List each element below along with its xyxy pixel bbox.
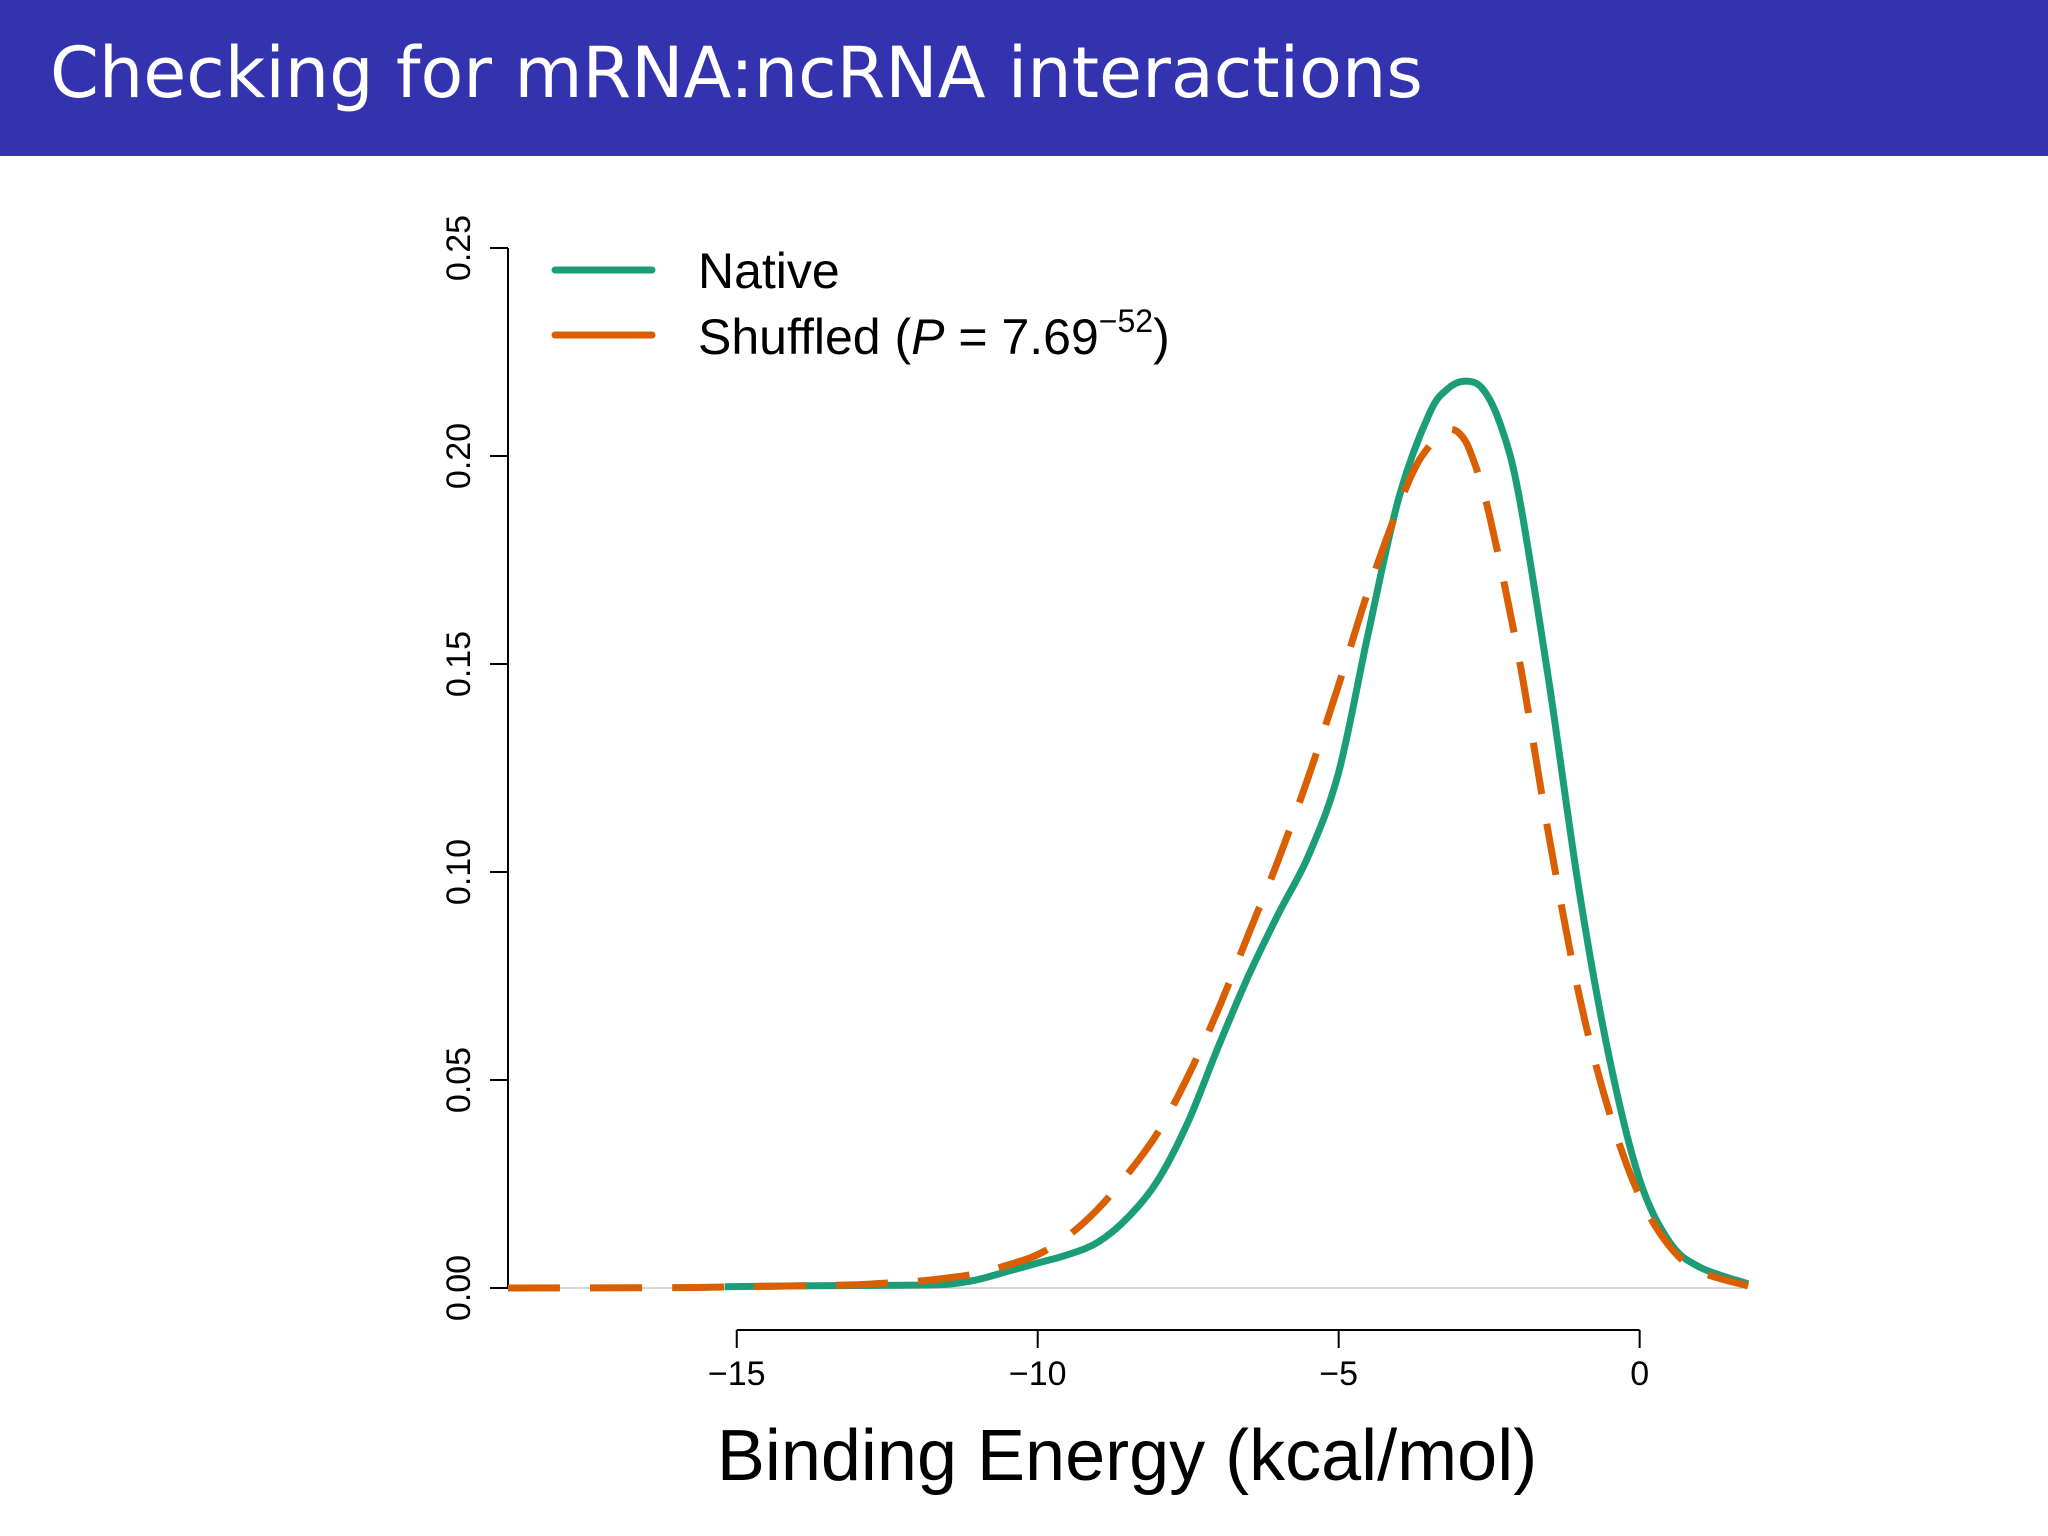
legend-shuffled-eq: = 7.69 <box>944 309 1098 365</box>
slide-title: Checking for mRNA:ncRNA interactions <box>50 32 1423 114</box>
y-tick-label: 0.10 <box>440 839 478 905</box>
y-tick-label: 0.05 <box>440 1047 478 1113</box>
series-line-native <box>724 377 1750 1291</box>
legend: Native Shuffled (P = 7.69−52) <box>551 243 1170 365</box>
y-ticks: 0.00 0.05 0.10 0.15 0.20 0.25 <box>440 215 508 1321</box>
x-tick-label: −5 <box>1319 1355 1358 1393</box>
legend-shuffled-prefix: Shuffled ( <box>698 309 911 365</box>
legend-shuffled-p: P <box>911 309 945 365</box>
legend-shuffled-suffix: ) <box>1153 309 1170 365</box>
y-tick-label: 0.00 <box>440 1255 478 1321</box>
y-tick-label: 0.25 <box>440 215 478 281</box>
y-tick-label: 0.20 <box>440 423 478 489</box>
series-layer <box>507 377 1750 1292</box>
legend-shuffled-exp: −52 <box>1099 303 1153 339</box>
series-line-shuffled <box>507 425 1750 1292</box>
x-tick-label: −10 <box>1009 1355 1067 1393</box>
axes: 0.00 0.05 0.10 0.15 0.20 0.25 −15 −10 −5 0 <box>440 215 1748 1393</box>
y-tick-label: 0.15 <box>440 631 478 697</box>
legend-shuffled-label: Shuffled (P = 7.69−52) <box>698 303 1170 365</box>
legend-native-label: Native <box>698 243 840 299</box>
x-axis-label: Binding Energy (kcal/mol) <box>717 1416 1537 1496</box>
x-ticks: −15 −10 −5 0 <box>708 1330 1649 1393</box>
title-bar: Checking for mRNA:ncRNA interactions <box>0 0 2048 156</box>
x-tick-label: −15 <box>708 1355 766 1393</box>
x-tick-label: 0 <box>1630 1355 1649 1393</box>
